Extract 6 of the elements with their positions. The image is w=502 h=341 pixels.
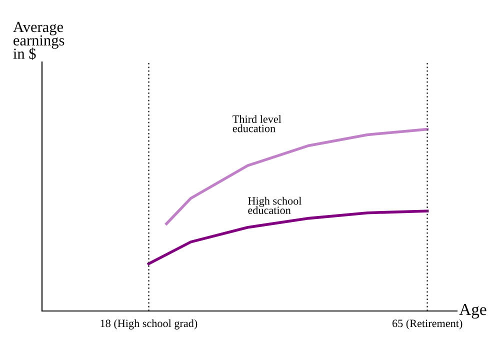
series-label: High school education xyxy=(248,196,302,214)
series-label: Third level education xyxy=(232,115,282,132)
x-axis-title: Age xyxy=(459,304,486,319)
x-tick-label: 65 (Retirement) xyxy=(392,319,462,330)
x-tick-label: 18 (High school grad) xyxy=(100,319,198,330)
y-axis-title: Average earnings in $ xyxy=(13,22,64,60)
